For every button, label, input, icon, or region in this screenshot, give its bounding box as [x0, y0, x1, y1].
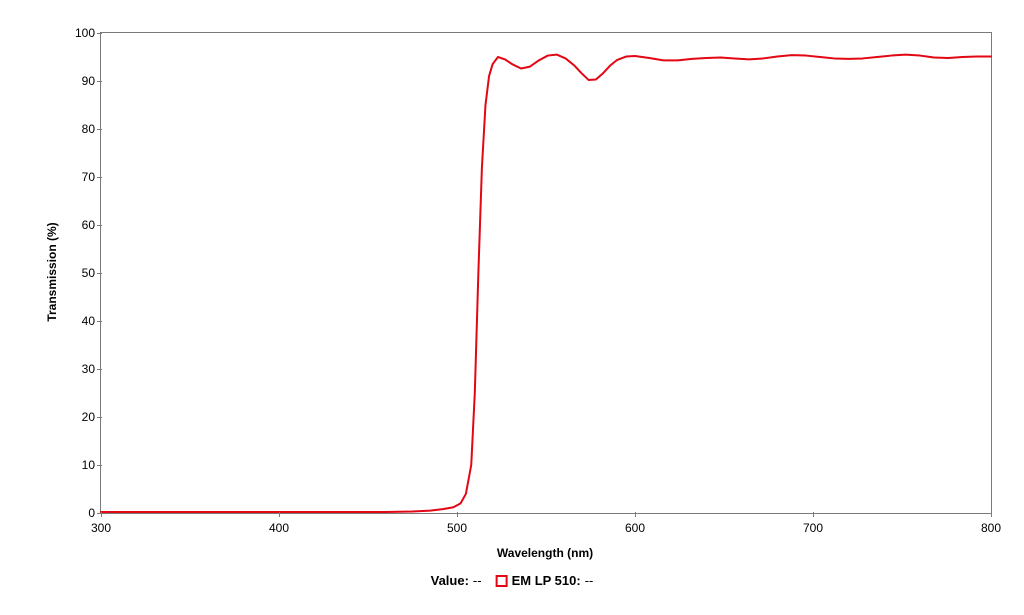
y-tick-label: 30 — [82, 362, 101, 376]
y-tick-label: 40 — [82, 314, 101, 328]
y-tick-label: 90 — [82, 74, 101, 88]
x-tick-label: 300 — [91, 513, 111, 535]
x-axis-label: Wavelength (nm) — [497, 546, 593, 560]
x-tick-label: 700 — [803, 513, 823, 535]
chart-container: 0102030405060708090100300400500600700800… — [0, 0, 1024, 615]
y-axis-label: Transmission (%) — [45, 222, 59, 321]
legend-label: Value: — [431, 573, 469, 588]
x-tick-label: 600 — [625, 513, 645, 535]
y-tick-label: 10 — [82, 458, 101, 472]
x-tick-label: 800 — [981, 513, 1001, 535]
y-tick-label: 80 — [82, 122, 101, 136]
x-tick-label: 400 — [269, 513, 289, 535]
y-tick-label: 70 — [82, 170, 101, 184]
series-line — [101, 33, 991, 513]
y-tick-label: 50 — [82, 266, 101, 280]
legend-swatch — [496, 575, 508, 587]
y-tick-label: 20 — [82, 410, 101, 424]
legend-label: EM LP 510: — [512, 573, 581, 588]
y-tick-label: 60 — [82, 218, 101, 232]
legend-value: -- — [585, 573, 594, 588]
chart-legend: Value: --EM LP 510: -- — [431, 573, 594, 588]
legend-value: -- — [473, 573, 482, 588]
legend-item: EM LP 510: -- — [496, 573, 594, 588]
plot-area: 0102030405060708090100300400500600700800 — [100, 32, 992, 514]
y-tick-label: 100 — [75, 26, 101, 40]
x-tick-label: 500 — [447, 513, 467, 535]
legend-item: Value: -- — [431, 573, 482, 588]
